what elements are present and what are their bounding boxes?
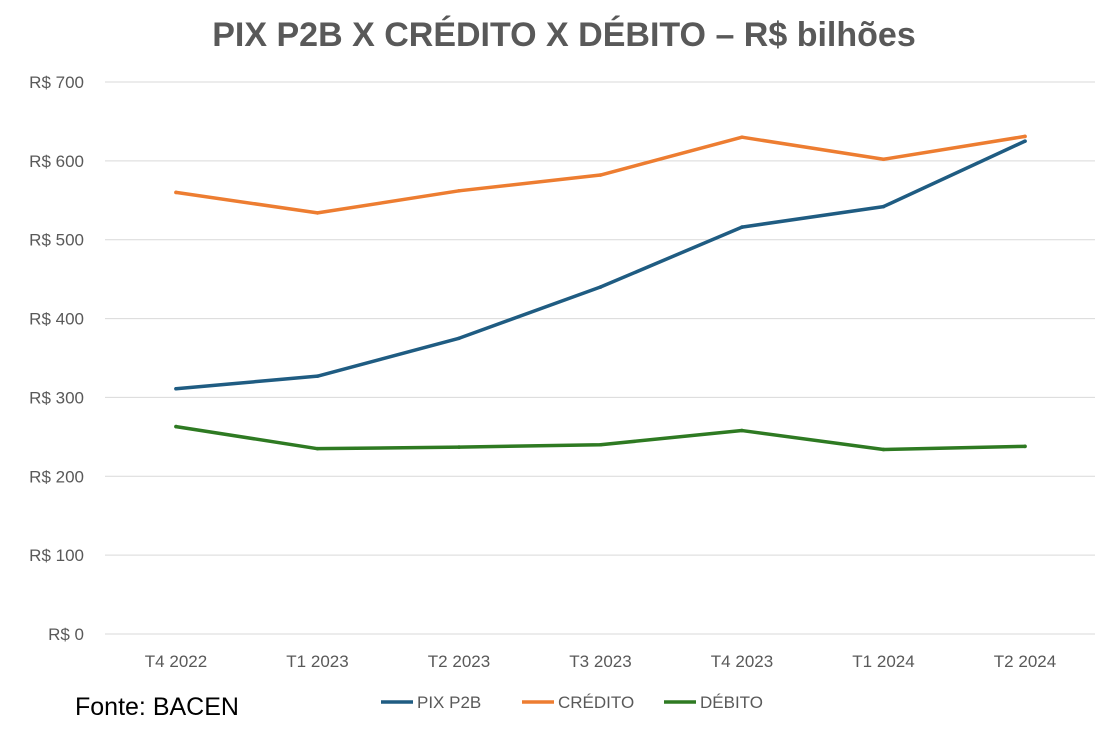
data-point bbox=[740, 225, 744, 229]
legend: PIX P2B CRÉDITO DÉBITO bbox=[381, 693, 763, 712]
source-note: Fonte: BACEN bbox=[75, 693, 239, 721]
x-tick-label: T2 2024 bbox=[994, 652, 1056, 671]
y-tick-label: R$ 300 bbox=[29, 388, 84, 407]
data-point bbox=[457, 336, 461, 341]
data-point bbox=[881, 447, 886, 452]
data-point bbox=[457, 445, 461, 449]
x-axis-ticks: T4 2022 T1 2023 T2 2023 T3 2023 T4 2023 T1 20… bbox=[145, 652, 1056, 671]
data-point bbox=[174, 424, 178, 429]
x-tick-label: T4 2023 bbox=[711, 652, 773, 671]
series-lines bbox=[174, 134, 1027, 452]
series-line-pix-p2b bbox=[174, 139, 1027, 391]
legend-label: CRÉDITO bbox=[558, 693, 634, 712]
data-point bbox=[881, 157, 886, 162]
data-point bbox=[315, 211, 320, 215]
data-point bbox=[174, 386, 178, 391]
y-tick-label: R$ 700 bbox=[29, 73, 84, 92]
legend-label: DÉBITO bbox=[700, 693, 763, 712]
x-tick-label: T2 2023 bbox=[428, 652, 490, 671]
data-point bbox=[1023, 444, 1027, 449]
y-tick-label: R$ 600 bbox=[29, 152, 84, 171]
x-tick-label: T1 2024 bbox=[852, 652, 914, 671]
y-axis-ticks: R$ 0 R$ 100 R$ 200 R$ 300 R$ 400 R$ 500 R$ 600… bbox=[29, 73, 84, 644]
data-point bbox=[457, 189, 461, 193]
y-tick-label: R$ 100 bbox=[29, 546, 84, 565]
data-point bbox=[1023, 134, 1027, 139]
y-tick-label: R$ 500 bbox=[29, 231, 84, 250]
data-point bbox=[315, 446, 320, 451]
legend-label: PIX P2B bbox=[417, 693, 481, 712]
data-point bbox=[598, 442, 603, 447]
y-tick-label: R$ 0 bbox=[48, 625, 84, 644]
x-tick-label: T4 2022 bbox=[145, 652, 207, 671]
gridlines bbox=[105, 81, 1095, 635]
data-point bbox=[598, 285, 603, 289]
y-tick-label: R$ 200 bbox=[29, 467, 84, 486]
data-point bbox=[881, 204, 886, 209]
data-point bbox=[598, 173, 603, 177]
chart-title: PIX P2B X CRÉDITO X DÉBITO – R$ bilhões bbox=[212, 16, 915, 54]
data-point bbox=[740, 428, 744, 433]
data-point bbox=[174, 190, 178, 195]
x-tick-label: T3 2023 bbox=[569, 652, 631, 671]
y-tick-label: R$ 400 bbox=[29, 310, 84, 329]
data-point bbox=[1023, 139, 1027, 143]
data-point bbox=[740, 135, 744, 139]
data-point bbox=[315, 374, 320, 378]
x-tick-label: T1 2023 bbox=[286, 652, 348, 671]
